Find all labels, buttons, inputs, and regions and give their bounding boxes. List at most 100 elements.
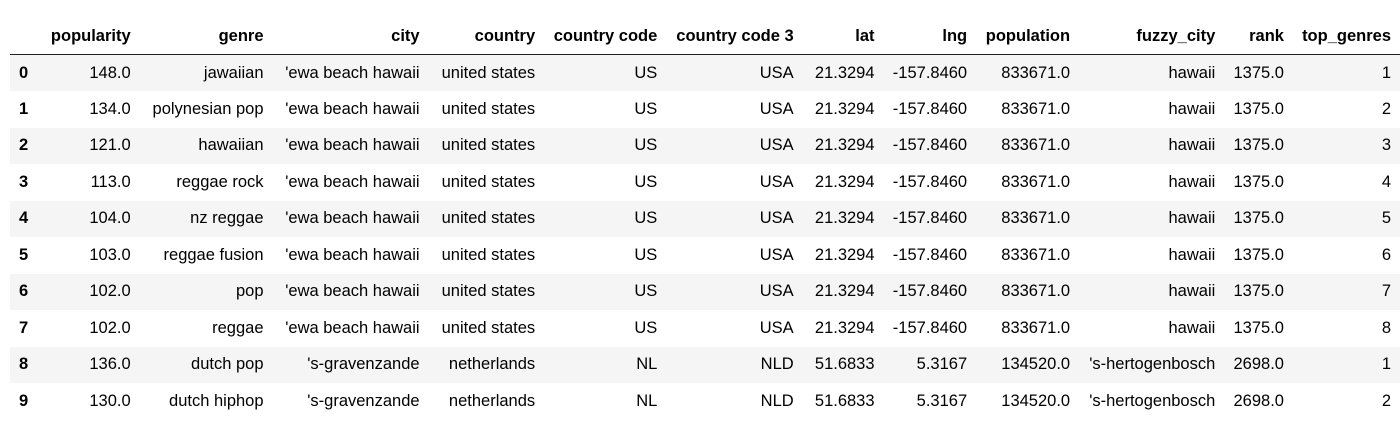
cell-top-genres: 4 bbox=[1381, 172, 1391, 191]
cell-lng: -157.8460 bbox=[892, 172, 968, 191]
cell-lat: 51.6833 bbox=[814, 355, 875, 374]
table-row: 5 103.0 reggae fusion 'ewa beach hawaii unit… bbox=[10, 237, 1400, 274]
cell-country-code-3: USA bbox=[759, 209, 794, 228]
cell-lng: -157.8460 bbox=[892, 63, 968, 82]
table-header: popularity genre city country country code co… bbox=[10, 18, 1400, 55]
cell-top-genres: 2 bbox=[1381, 99, 1391, 118]
cell-lng: 5.3167 bbox=[916, 391, 968, 410]
cell-top-genres: 1 bbox=[1381, 63, 1391, 82]
table-row: 1 134.0 polynesian pop 'ewa beach hawaii uni… bbox=[10, 91, 1400, 128]
cell-popularity: 121.0 bbox=[89, 136, 131, 155]
table-row: 3 113.0 reggae rock 'ewa beach hawaii united… bbox=[10, 164, 1400, 201]
cell-country: united states bbox=[441, 318, 536, 337]
cell-country: united states bbox=[441, 99, 536, 118]
cell-genre: dutch pop bbox=[191, 355, 264, 374]
cell-lng: -157.8460 bbox=[892, 282, 968, 301]
column-header-lat: lat bbox=[802, 18, 884, 55]
cell-lat: 21.3294 bbox=[814, 172, 875, 191]
cell-country-code-3: USA bbox=[759, 318, 794, 337]
cell-population: 833671.0 bbox=[1001, 282, 1071, 301]
dataframe-table: popularity genre city country country code co… bbox=[10, 18, 1400, 420]
cell-country-code-3: NLD bbox=[760, 391, 794, 410]
cell-fuzzy-city: hawaii bbox=[1168, 172, 1216, 191]
column-header-country: country bbox=[428, 18, 545, 55]
cell-popularity: 102.0 bbox=[89, 318, 131, 337]
cell-city: 'ewa beach hawaii bbox=[285, 172, 420, 191]
cell-country-code: NL bbox=[636, 391, 658, 410]
cell-country: united states bbox=[441, 209, 536, 228]
cell-city: 'ewa beach hawaii bbox=[285, 99, 420, 118]
table-row: 7 102.0 reggae 'ewa beach hawaii united stat… bbox=[10, 310, 1400, 347]
cell-popularity: 103.0 bbox=[89, 245, 131, 264]
cell-country: united states bbox=[441, 245, 536, 264]
row-index: 3 bbox=[19, 172, 29, 191]
cell-country-code: US bbox=[634, 209, 658, 228]
cell-popularity: 148.0 bbox=[89, 63, 131, 82]
table-body: 0 148.0 jawaiian 'ewa beach hawaii united st… bbox=[10, 54, 1400, 420]
cell-top-genres: 1 bbox=[1381, 355, 1391, 374]
cell-rank: 2698.0 bbox=[1233, 391, 1284, 410]
cell-country: netherlands bbox=[448, 355, 536, 374]
table-row: 0 148.0 jawaiian 'ewa beach hawaii united st… bbox=[10, 54, 1400, 91]
column-header-population: population bbox=[976, 18, 1080, 55]
cell-fuzzy-city: hawaii bbox=[1168, 318, 1216, 337]
cell-population: 833671.0 bbox=[1001, 136, 1071, 155]
cell-genre: polynesian pop bbox=[152, 99, 264, 118]
cell-country-code: US bbox=[634, 318, 658, 337]
cell-fuzzy-city: hawaii bbox=[1168, 245, 1216, 264]
column-header-rank: rank bbox=[1224, 18, 1293, 55]
cell-lat: 21.3294 bbox=[814, 209, 875, 228]
cell-lng: -157.8460 bbox=[892, 209, 968, 228]
cell-city: 'ewa beach hawaii bbox=[285, 282, 420, 301]
cell-country-code: US bbox=[634, 172, 658, 191]
cell-country: united states bbox=[441, 282, 536, 301]
cell-genre: nz reggae bbox=[190, 209, 264, 228]
cell-population: 833671.0 bbox=[1001, 63, 1071, 82]
cell-top-genres: 7 bbox=[1381, 282, 1391, 301]
cell-genre: dutch hiphop bbox=[169, 391, 264, 410]
column-header-country-code: country code bbox=[544, 18, 667, 55]
cell-population: 833671.0 bbox=[1001, 172, 1071, 191]
row-index: 0 bbox=[19, 63, 29, 82]
dataframe-container: popularity genre city country country code co… bbox=[10, 18, 1400, 420]
cell-country-code: US bbox=[634, 136, 658, 155]
row-index: 2 bbox=[19, 136, 29, 155]
cell-city: 's-gravenzande bbox=[307, 355, 420, 374]
cell-lng: -157.8460 bbox=[892, 136, 968, 155]
table-row: 6 102.0 pop 'ewa beach hawaii united states U… bbox=[10, 273, 1400, 310]
cell-lat: 21.3294 bbox=[814, 136, 875, 155]
table-row: 4 104.0 nz reggae 'ewa beach hawaii united s… bbox=[10, 200, 1400, 237]
cell-fuzzy-city: 's-hertogenbosch bbox=[1089, 355, 1216, 374]
cell-popularity: 134.0 bbox=[89, 99, 131, 118]
cell-lng: -157.8460 bbox=[892, 318, 968, 337]
cell-population: 134520.0 bbox=[1001, 391, 1071, 410]
cell-lng: 5.3167 bbox=[916, 355, 968, 374]
cell-top-genres: 6 bbox=[1381, 245, 1391, 264]
cell-population: 134520.0 bbox=[1001, 355, 1071, 374]
cell-city: 'ewa beach hawaii bbox=[285, 63, 420, 82]
cell-genre: pop bbox=[236, 282, 264, 301]
cell-rank: 1375.0 bbox=[1233, 282, 1284, 301]
cell-country-code: US bbox=[634, 63, 658, 82]
row-index: 9 bbox=[19, 391, 29, 410]
cell-country-code: US bbox=[634, 282, 658, 301]
column-header-top-genres: top_genres bbox=[1292, 18, 1400, 55]
cell-lat: 51.6833 bbox=[814, 391, 875, 410]
cell-country-code: US bbox=[634, 99, 658, 118]
cell-country-code-3: USA bbox=[759, 172, 794, 191]
cell-population: 833671.0 bbox=[1001, 209, 1071, 228]
cell-lng: -157.8460 bbox=[892, 99, 968, 118]
cell-top-genres: 8 bbox=[1381, 318, 1391, 337]
cell-genre: hawaiian bbox=[198, 136, 264, 155]
cell-popularity: 130.0 bbox=[89, 391, 131, 410]
row-index: 8 bbox=[19, 355, 29, 374]
cell-fuzzy-city: hawaii bbox=[1168, 209, 1216, 228]
header-row: popularity genre city country country code co… bbox=[10, 18, 1400, 55]
cell-fuzzy-city: hawaii bbox=[1168, 63, 1216, 82]
cell-rank: 1375.0 bbox=[1233, 63, 1284, 82]
table-row: 9 130.0 dutch hiphop 's-gravenzande netherla… bbox=[10, 383, 1400, 420]
cell-country: united states bbox=[441, 63, 536, 82]
cell-lat: 21.3294 bbox=[814, 318, 875, 337]
cell-population: 833671.0 bbox=[1001, 245, 1071, 264]
cell-lat: 21.3294 bbox=[814, 245, 875, 264]
